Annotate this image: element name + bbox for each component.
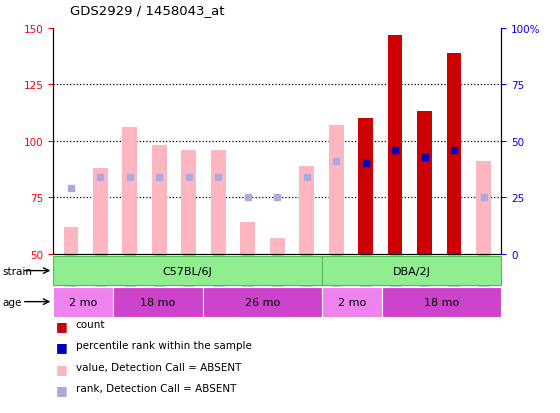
Text: C57BL/6J: C57BL/6J [163,266,212,276]
Bar [270,238,284,254]
Text: ■: ■ [56,340,68,353]
Bar [203,287,322,317]
Bar [53,287,113,317]
Bar [113,287,203,317]
Text: ■: ■ [56,319,68,332]
Bar [417,112,432,254]
Text: count: count [76,319,105,329]
Text: age: age [3,297,22,307]
Text: DBA/2J: DBA/2J [393,266,431,276]
Bar [476,162,491,254]
Text: rank, Detection Call = ABSENT: rank, Detection Call = ABSENT [76,383,236,393]
Text: 18 mo: 18 mo [424,297,459,307]
Text: percentile rank within the sample: percentile rank within the sample [76,340,251,350]
Bar [123,128,137,254]
Bar [211,150,226,254]
Bar [93,169,108,254]
Bar [181,150,196,254]
Text: strain: strain [3,266,33,276]
Bar [299,166,314,254]
Bar [388,36,403,254]
Text: GDS2929 / 1458043_at: GDS2929 / 1458043_at [70,4,225,17]
Bar [53,256,322,286]
Text: value, Detection Call = ABSENT: value, Detection Call = ABSENT [76,362,241,372]
Bar [322,256,501,286]
Text: 2 mo: 2 mo [69,297,97,307]
Text: 26 mo: 26 mo [245,297,280,307]
Bar [240,223,255,254]
Bar [152,146,167,254]
Bar [329,126,343,254]
Bar [382,287,501,317]
Bar [63,227,78,254]
Text: 18 mo: 18 mo [140,297,175,307]
Text: ■: ■ [56,362,68,375]
Text: 2 mo: 2 mo [338,297,366,307]
Bar [322,287,382,317]
Text: ■: ■ [56,383,68,396]
Bar [447,54,461,254]
Bar [358,119,373,254]
